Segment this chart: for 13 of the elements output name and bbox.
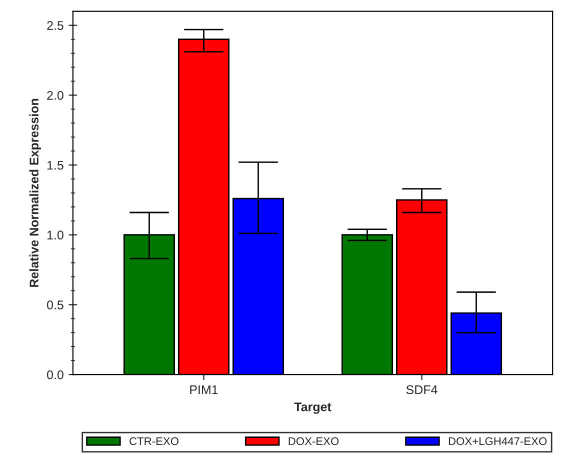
legend-label: CTR-EXO [130,437,178,446]
y-axis-title: Relative Normalized Expression [29,98,41,287]
y-tick-label: 1.5 [47,160,64,170]
y-tick-label: 2.0 [47,90,64,100]
x-axis-title: Target [294,402,332,414]
x-tick-label: PIM1 [190,385,218,394]
y-tick-label: 1.0 [47,230,64,240]
legend-label: DOX-EXO [288,437,339,446]
y-tick-label: 0.5 [47,300,64,310]
y-tick-label: 2.5 [47,21,64,30]
y-tick-label: 0.0 [47,370,64,380]
legend-label: DOX+LGH447-EXO [448,437,547,446]
x-tick-label: SDF4 [406,385,438,394]
